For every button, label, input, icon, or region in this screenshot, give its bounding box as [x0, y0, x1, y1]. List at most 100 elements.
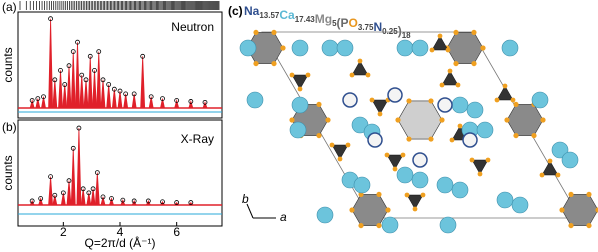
peak — [41, 96, 46, 109]
oxygen — [428, 98, 434, 104]
oxygen — [385, 207, 391, 213]
formula-part: (P — [337, 16, 349, 30]
oxygen — [271, 60, 277, 67]
cation — [239, 39, 257, 57]
observed-point — [145, 198, 151, 204]
peak — [48, 176, 54, 206]
peak — [29, 98, 35, 109]
cation — [531, 91, 549, 109]
peak — [58, 70, 63, 109]
peak — [117, 91, 123, 109]
peak — [106, 84, 112, 109]
peak — [66, 65, 72, 109]
observed-point — [174, 98, 180, 103]
peak — [75, 42, 80, 109]
observed-point — [100, 194, 106, 200]
formula-part: Na — [244, 4, 260, 18]
oxygen — [586, 222, 592, 229]
oxygen — [349, 207, 355, 213]
formula-part: ) — [398, 24, 402, 38]
oxygen — [439, 117, 445, 123]
cation — [451, 181, 469, 199]
oxygen — [513, 101, 519, 108]
observed-point — [35, 96, 41, 101]
oxygen — [365, 72, 371, 78]
mixed-site — [367, 132, 383, 148]
tetrahedron — [471, 159, 489, 175]
mixed-site — [387, 87, 403, 103]
oxygen — [469, 157, 475, 163]
peak — [148, 96, 154, 109]
peak — [96, 51, 102, 109]
formula-subscript: 13.57 — [259, 11, 280, 20]
observed-point — [70, 145, 76, 151]
oxygen — [271, 29, 277, 36]
crystal-structure — [239, 29, 598, 234]
peak — [70, 51, 76, 109]
oxygen — [439, 82, 445, 88]
mixed-site — [437, 97, 453, 113]
oxygen — [455, 82, 461, 88]
axis-label: a — [280, 210, 287, 224]
peak — [92, 70, 97, 109]
cation — [353, 176, 371, 194]
cation — [289, 121, 307, 139]
observed-point — [79, 72, 85, 78]
radiation-label: Neutron — [171, 20, 214, 34]
peak — [108, 197, 115, 206]
peak — [140, 56, 146, 109]
cation — [466, 101, 484, 119]
observed-point — [48, 174, 53, 180]
y-axis-label: counts — [1, 155, 15, 190]
observed-point — [140, 53, 146, 59]
peak — [94, 172, 100, 206]
x-axis-label: Q=2π/d (Å⁻¹) — [85, 235, 156, 250]
peak — [79, 75, 85, 109]
observed-point — [83, 77, 89, 83]
cation — [476, 121, 494, 139]
oxygen — [316, 132, 322, 139]
oxygen — [449, 137, 455, 143]
oxygen — [395, 117, 401, 123]
observed-point — [48, 16, 53, 22]
oxygen — [412, 206, 418, 212]
y-axis-label: counts — [1, 47, 15, 82]
oxygen — [494, 97, 500, 103]
oxygen — [337, 156, 343, 162]
plot-frame-a — [17, 11, 223, 119]
oxygen — [420, 192, 426, 198]
tetrahedron — [386, 154, 404, 170]
oxygen — [345, 142, 351, 148]
peak — [48, 18, 53, 109]
oxygen — [531, 132, 537, 139]
oxygen — [447, 68, 453, 74]
peak — [52, 79, 58, 109]
cation — [336, 39, 354, 57]
oxygen — [453, 29, 459, 36]
panel-label: (c) — [228, 4, 243, 18]
cation — [291, 96, 309, 114]
observed-point — [76, 125, 82, 131]
axes-indicator: a b — [242, 192, 287, 224]
peak — [100, 196, 106, 206]
cation — [396, 166, 414, 184]
oxygen — [406, 136, 412, 142]
cation — [436, 176, 454, 194]
cation — [321, 39, 339, 57]
observed-point — [86, 190, 92, 196]
formula-subscript: 3.75 — [358, 23, 374, 32]
peak — [174, 98, 180, 109]
oxygen — [568, 222, 574, 229]
oxygen — [289, 117, 295, 123]
peak — [76, 128, 82, 206]
peak — [60, 192, 66, 206]
cation — [316, 206, 334, 224]
observed-point — [123, 91, 129, 97]
x-tick-label: 6 — [173, 225, 180, 239]
observed-point — [131, 198, 137, 204]
observed-point — [87, 53, 93, 59]
mixed-site — [342, 92, 358, 108]
reflection-ticks — [19, 1, 220, 10]
oxygen — [253, 60, 259, 67]
oxygen — [384, 152, 390, 158]
